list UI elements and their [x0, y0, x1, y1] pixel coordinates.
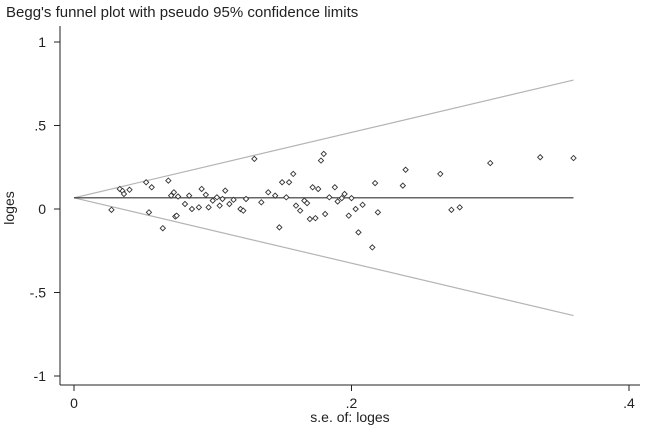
lower-confidence-limit [73, 197, 574, 317]
data-point [230, 196, 237, 204]
data-point [371, 179, 379, 187]
data-point [296, 207, 304, 214]
data-point [487, 159, 494, 167]
data-point [265, 189, 272, 196]
data-point [167, 192, 175, 199]
data-point [374, 209, 382, 216]
data-point [242, 195, 250, 203]
x-tick-label: .2 [346, 395, 358, 411]
data-point [345, 212, 352, 219]
data-point [276, 224, 283, 231]
data-point [570, 154, 577, 162]
data-point [258, 199, 265, 206]
data-point [317, 157, 325, 164]
data-point [271, 192, 279, 199]
data-point [174, 193, 182, 200]
data-point [402, 166, 409, 173]
y-tick-label: 0 [38, 201, 46, 217]
data-point [359, 201, 366, 209]
data-point [352, 205, 359, 213]
chart-title: Begg's funnel plot with pseudo 95% confi… [6, 4, 358, 21]
data-point [321, 210, 329, 218]
axes [59, 26, 640, 386]
data-points [108, 150, 577, 251]
data-point [240, 207, 247, 214]
data-point [195, 204, 203, 211]
y-tick-label: -1 [34, 368, 47, 384]
confidence-limits [73, 79, 574, 317]
data-point [285, 179, 293, 186]
data-point [222, 187, 229, 194]
data-point [181, 200, 189, 208]
y-tick-label: .5 [34, 118, 46, 134]
data-point [341, 190, 348, 198]
data-point [320, 150, 327, 158]
x-axis-title: s.e. of: loges [310, 409, 389, 425]
data-point [326, 194, 333, 201]
data-point [216, 202, 223, 209]
data-point [312, 214, 319, 222]
data-point [126, 186, 133, 194]
x-tick-label: .4 [623, 395, 635, 411]
data-point [536, 153, 544, 161]
y-tick-label: -.5 [30, 285, 47, 301]
data-point [289, 170, 297, 178]
data-point [448, 206, 455, 214]
data-point [142, 179, 150, 186]
data-point [185, 192, 193, 199]
x-ticks: 0 .2 .4 [70, 385, 635, 411]
data-point [205, 204, 212, 211]
data-point [309, 184, 316, 191]
data-point [148, 184, 155, 191]
data-point [108, 206, 115, 214]
data-point [251, 155, 258, 163]
data-point [355, 229, 362, 236]
data-point [283, 194, 290, 201]
data-point [173, 212, 180, 219]
data-point [120, 190, 128, 198]
data-point [399, 182, 407, 189]
y-tick-label: 1 [38, 34, 46, 50]
x-tick-label: 0 [70, 395, 78, 411]
data-point [334, 198, 341, 205]
data-point [198, 185, 205, 193]
data-point [226, 200, 233, 208]
data-point [165, 177, 172, 184]
data-point [159, 224, 167, 232]
data-point [348, 194, 355, 202]
data-point [306, 215, 314, 223]
data-point [278, 179, 286, 186]
data-point [314, 185, 322, 193]
y-ticks: 1 .5 0 -.5 -1 [30, 34, 60, 384]
data-point [170, 189, 178, 196]
upper-confidence-limit [73, 79, 574, 199]
data-point [219, 195, 226, 203]
data-point [369, 244, 376, 251]
data-point [338, 194, 346, 202]
data-point [303, 199, 311, 207]
data-point [456, 204, 463, 211]
y-axis-title: loges [1, 191, 17, 224]
data-point [209, 197, 216, 204]
data-point [145, 209, 153, 216]
data-point [213, 194, 221, 201]
data-point [202, 191, 210, 199]
data-point [331, 184, 339, 191]
data-point [437, 170, 444, 178]
data-point [188, 205, 196, 213]
data-point [292, 202, 300, 209]
